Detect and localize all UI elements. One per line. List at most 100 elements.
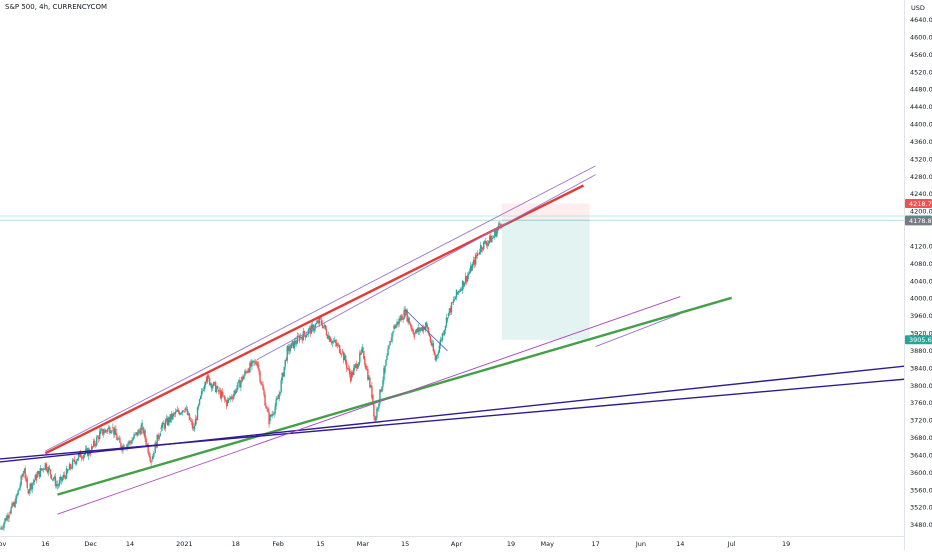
candle-body bbox=[441, 333, 444, 341]
green-extension bbox=[595, 313, 681, 348]
candle-body bbox=[6, 515, 8, 521]
time-tick-label: Nov bbox=[0, 540, 6, 548]
candle-body bbox=[495, 230, 497, 237]
candle-body bbox=[377, 408, 379, 410]
candle-body bbox=[368, 377, 370, 380]
candle-body bbox=[148, 452, 150, 457]
candle-body bbox=[21, 475, 23, 477]
candle-body bbox=[460, 289, 463, 291]
candle-body bbox=[71, 460, 74, 469]
candle-body bbox=[191, 421, 194, 429]
time-tick-label: 17 bbox=[591, 540, 599, 548]
time-tick-label: 14 bbox=[126, 540, 134, 548]
candle-body bbox=[68, 464, 71, 470]
candle-body bbox=[174, 411, 177, 415]
candle-body bbox=[279, 392, 281, 394]
candle-body bbox=[45, 464, 48, 470]
candle-body bbox=[336, 344, 339, 346]
candle-body bbox=[235, 390, 237, 394]
price-tick-label: 3520.0 bbox=[910, 504, 932, 512]
candle-body bbox=[462, 281, 465, 287]
candle-body bbox=[379, 389, 381, 404]
candle-body bbox=[221, 391, 223, 399]
candle-body bbox=[485, 241, 487, 244]
candle-body bbox=[383, 368, 385, 381]
candle-body bbox=[139, 430, 141, 435]
price-label: 3905.6 bbox=[909, 336, 932, 344]
candle-body bbox=[49, 469, 52, 475]
candle-body bbox=[295, 343, 297, 345]
candle-body bbox=[330, 341, 333, 344]
candle-body bbox=[58, 480, 61, 486]
candle-body bbox=[82, 455, 85, 459]
candle-body bbox=[300, 336, 303, 338]
candle-body bbox=[166, 418, 168, 425]
candle-body bbox=[473, 259, 476, 265]
price-axis-border bbox=[904, 0, 905, 550]
candle-body bbox=[282, 373, 284, 377]
candle-body bbox=[249, 362, 251, 373]
candle-body bbox=[169, 414, 172, 422]
candle-body bbox=[293, 340, 295, 349]
candle-body bbox=[2, 527, 4, 529]
candle-body bbox=[210, 383, 213, 389]
candle-body bbox=[452, 299, 455, 303]
candle-body bbox=[461, 281, 464, 291]
candle-body bbox=[104, 429, 106, 433]
candle-body bbox=[163, 424, 165, 429]
time-axis-border bbox=[0, 536, 904, 537]
candle-body bbox=[160, 427, 162, 430]
candle-body bbox=[466, 275, 469, 282]
candle-body bbox=[451, 302, 454, 304]
candle-body bbox=[170, 414, 173, 420]
candle-body bbox=[280, 380, 282, 393]
candle-body bbox=[172, 413, 175, 417]
candle-body bbox=[52, 478, 55, 480]
candle-body bbox=[211, 386, 214, 389]
candle-body bbox=[70, 468, 73, 469]
candle-body bbox=[91, 446, 93, 452]
price-tick-label: 3480.0 bbox=[910, 521, 932, 529]
candle-body bbox=[7, 515, 9, 519]
candle-body bbox=[195, 418, 198, 421]
candle-body bbox=[264, 394, 266, 406]
candle-body bbox=[380, 389, 382, 392]
candle-body bbox=[397, 321, 399, 325]
candle-body bbox=[404, 309, 406, 317]
candle-body bbox=[342, 352, 345, 361]
candle-body bbox=[445, 317, 448, 326]
candle-body bbox=[334, 340, 337, 343]
candle-body bbox=[69, 464, 72, 469]
candle-body bbox=[15, 495, 17, 504]
candle-body bbox=[190, 420, 193, 422]
candle-body bbox=[252, 360, 254, 362]
candle-body bbox=[388, 345, 390, 349]
candle-body bbox=[271, 414, 273, 417]
candle-body bbox=[272, 414, 274, 415]
candle-body bbox=[427, 327, 430, 334]
candle-body bbox=[298, 336, 301, 342]
candle-body bbox=[448, 308, 451, 313]
candles bbox=[0, 221, 503, 531]
candle-body bbox=[325, 329, 328, 336]
candle-body bbox=[4, 518, 6, 523]
candle-body bbox=[1, 527, 3, 529]
candle-body bbox=[186, 409, 189, 415]
candle-body bbox=[208, 377, 211, 386]
chart-title: S&P 500, 4h, CURRENCYCOM bbox=[5, 3, 107, 11]
candle-body bbox=[241, 376, 243, 382]
candle-body bbox=[253, 360, 255, 363]
candle-body bbox=[310, 324, 313, 334]
candle-body bbox=[439, 339, 442, 346]
candle-body bbox=[237, 382, 239, 389]
candle-body bbox=[492, 237, 494, 239]
candle-body bbox=[303, 331, 306, 335]
price-tick-label: 3800.0 bbox=[910, 382, 932, 390]
candle-body bbox=[326, 335, 329, 339]
candle-body bbox=[246, 371, 248, 373]
price-tick-label: 4040.0 bbox=[910, 277, 932, 285]
price-tick-label: 4520.0 bbox=[910, 68, 932, 76]
candle-body bbox=[199, 395, 202, 400]
